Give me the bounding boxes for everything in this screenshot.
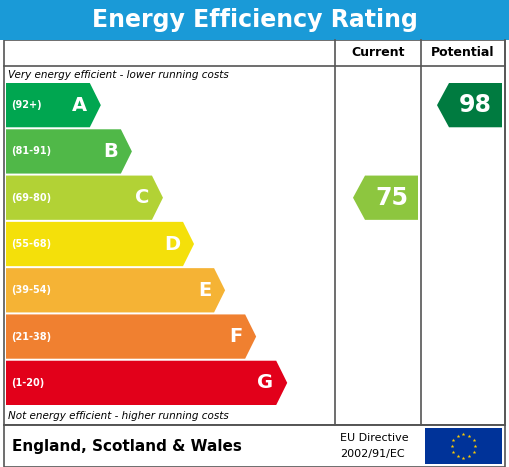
Bar: [425, 428, 502, 464]
Polygon shape: [6, 176, 163, 220]
Text: Very energy efficient - lower running costs: Very energy efficient - lower running co…: [8, 70, 229, 79]
Text: B: B: [103, 142, 118, 161]
Text: F: F: [229, 327, 242, 346]
Text: England, Scotland & Wales: England, Scotland & Wales: [12, 439, 242, 453]
Text: EU Directive: EU Directive: [340, 433, 409, 444]
Polygon shape: [353, 176, 418, 220]
Bar: [0, 0, 509, 40]
Bar: [4, 425, 505, 467]
Text: C: C: [134, 188, 149, 207]
Polygon shape: [6, 83, 101, 127]
Text: G: G: [257, 373, 273, 392]
Text: Not energy efficient - higher running costs: Not energy efficient - higher running co…: [8, 411, 229, 421]
Text: (55-68): (55-68): [11, 239, 51, 249]
Text: (69-80): (69-80): [11, 193, 51, 203]
Polygon shape: [6, 222, 194, 266]
Text: Current: Current: [351, 47, 405, 59]
Bar: [4, 40, 505, 425]
Text: Potential: Potential: [431, 47, 495, 59]
Text: (21-38): (21-38): [11, 332, 51, 341]
Text: (39-54): (39-54): [11, 285, 51, 295]
Polygon shape: [6, 314, 256, 359]
Text: A: A: [72, 96, 87, 114]
Text: (92+): (92+): [11, 100, 42, 110]
Text: (1-20): (1-20): [11, 378, 44, 388]
Polygon shape: [6, 129, 132, 174]
Polygon shape: [437, 83, 502, 127]
Text: 75: 75: [375, 186, 408, 210]
Polygon shape: [6, 361, 287, 405]
Text: 98: 98: [459, 93, 492, 117]
Text: E: E: [198, 281, 211, 300]
Text: D: D: [164, 234, 180, 254]
Text: (81-91): (81-91): [11, 147, 51, 156]
Text: Energy Efficiency Rating: Energy Efficiency Rating: [92, 8, 417, 32]
Polygon shape: [6, 268, 225, 312]
Text: 2002/91/EC: 2002/91/EC: [340, 449, 405, 460]
